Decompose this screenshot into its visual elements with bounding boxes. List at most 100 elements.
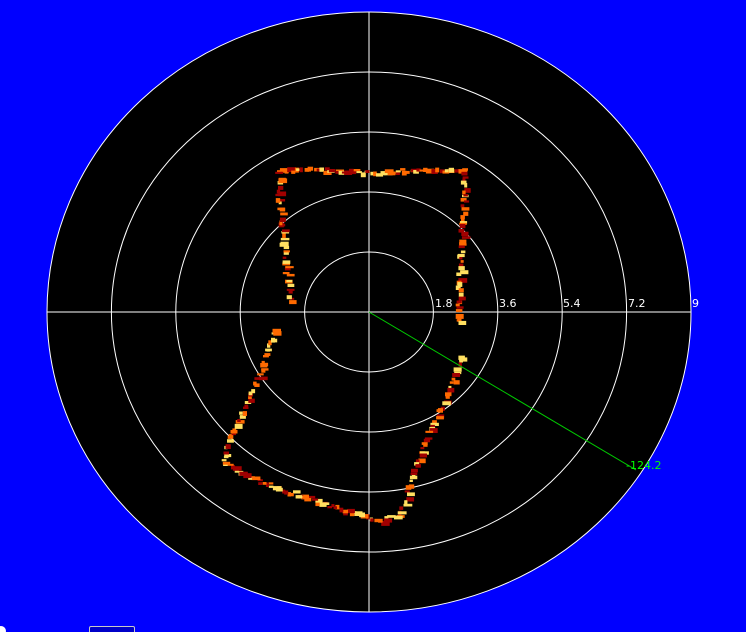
echo-sample	[449, 381, 454, 384]
echo-sample	[464, 188, 471, 193]
echo-sample	[424, 437, 433, 440]
echo-sample	[230, 430, 238, 434]
status-indicator-icon	[0, 626, 6, 632]
echo-sample	[456, 272, 462, 276]
echo-sample	[224, 454, 232, 458]
echo-sample	[344, 170, 353, 175]
echo-sample	[397, 511, 407, 515]
echo-sample	[460, 204, 465, 208]
echo-sample	[315, 501, 320, 507]
echo-sample	[287, 283, 295, 287]
echo-sample	[401, 170, 407, 176]
echo-sample	[347, 508, 355, 514]
echo-sample	[354, 511, 363, 516]
echo-sample	[458, 263, 464, 267]
echo-sample	[282, 256, 287, 259]
range-label-1: 1.8	[435, 297, 453, 310]
echo-sample	[421, 442, 428, 445]
echo-sample	[442, 401, 451, 406]
range-label-4: 7.2	[628, 297, 646, 310]
echo-sample	[237, 419, 241, 422]
echo-sample	[455, 314, 464, 319]
echo-sample	[258, 376, 268, 381]
echo-sample	[360, 172, 366, 178]
echo-sample	[286, 288, 295, 291]
echo-sample	[268, 485, 274, 488]
echo-sample	[455, 309, 463, 313]
echo-sample	[225, 463, 234, 466]
echo-sample	[272, 486, 282, 491]
echo-sample	[429, 428, 438, 433]
echo-sample	[239, 411, 243, 415]
echo-sample	[404, 500, 408, 504]
echo-sample	[328, 169, 336, 173]
echo-sample	[251, 389, 256, 394]
echo-sample	[304, 168, 309, 172]
echo-sample	[439, 169, 445, 174]
echo-sample	[222, 461, 231, 465]
echo-sample	[458, 296, 466, 301]
echo-sample	[387, 515, 396, 518]
echo-sample	[405, 170, 410, 174]
echo-sample	[280, 212, 288, 216]
echo-sample	[275, 198, 281, 203]
echo-sample	[425, 430, 434, 433]
bearing-cursor-line[interactable]	[368, 311, 637, 471]
echo-sample	[384, 169, 394, 173]
echo-sample	[370, 518, 374, 522]
echo-sample	[395, 170, 401, 173]
bottom-toolbar-control[interactable]	[89, 626, 135, 632]
echo-sample	[462, 178, 466, 183]
echo-sample	[458, 169, 468, 174]
echo-sample	[335, 504, 340, 510]
echo-sample	[339, 507, 344, 513]
echo-sample	[458, 292, 464, 298]
echo-sample	[458, 278, 468, 283]
echo-sample	[282, 233, 286, 239]
echo-sample	[266, 349, 270, 352]
echo-sample	[282, 272, 290, 275]
echo-sample	[411, 468, 418, 473]
echo-sample	[453, 380, 460, 385]
echo-sample	[460, 250, 466, 254]
echo-sample	[278, 191, 287, 197]
echo-sample	[291, 170, 296, 174]
echo-sample	[447, 387, 455, 393]
echo-sample	[228, 434, 234, 439]
echo-sample	[459, 357, 468, 362]
echo-sample	[349, 168, 354, 173]
echo-sample	[288, 289, 293, 294]
echo-sample	[248, 476, 252, 480]
echo-returns	[221, 166, 471, 526]
echo-sample	[265, 482, 269, 487]
echo-sample	[455, 303, 460, 307]
echo-sample	[307, 166, 314, 171]
echo-sample	[457, 282, 463, 287]
echo-sample	[387, 171, 396, 176]
echo-sample	[278, 201, 282, 205]
echo-sample	[458, 266, 465, 271]
echo-sample	[384, 516, 389, 521]
echo-sample	[409, 479, 413, 482]
bearing-cursor-label: -124.2	[626, 459, 661, 472]
echo-sample	[456, 319, 461, 322]
echo-sample	[221, 459, 227, 462]
echo-sample	[280, 241, 289, 247]
echo-sample	[459, 224, 466, 229]
echo-sample	[411, 473, 416, 478]
echo-sample	[349, 511, 355, 517]
echo-sample	[296, 168, 302, 171]
echo-sample	[431, 169, 438, 174]
echo-sample	[423, 167, 428, 172]
echo-sample	[286, 273, 295, 277]
echo-sample	[456, 300, 462, 304]
echo-sample	[454, 371, 462, 375]
echo-sample	[453, 367, 462, 372]
range-ring-labels: 1.8 3.6 5.4 7.2 9	[435, 297, 699, 310]
echo-sample	[462, 176, 469, 179]
echo-sample	[283, 251, 289, 255]
echo-sample	[333, 506, 337, 510]
echo-sample	[404, 490, 410, 493]
echo-sample	[459, 222, 467, 225]
